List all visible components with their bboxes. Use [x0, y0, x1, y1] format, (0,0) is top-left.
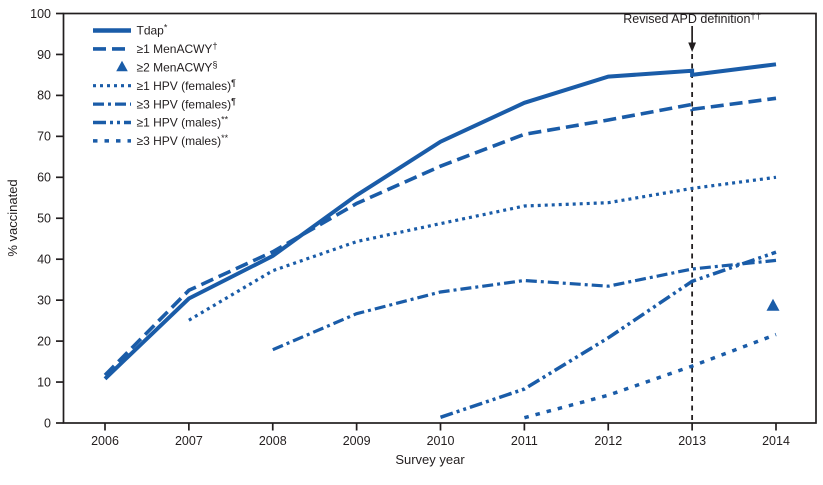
x-tick-label: 2007 [175, 434, 203, 448]
x-tick-label: 2011 [511, 434, 538, 448]
x-axis-title: Survey year [395, 452, 465, 467]
x-tick-label: 2009 [343, 434, 371, 448]
data-point-menacwy-2plus [766, 298, 780, 311]
legend-item-menacwy-2plus: ≥2 MenACWY§ [116, 60, 217, 75]
legend-label: ≥1 MenACWY† [137, 41, 218, 56]
legend-item-menacwy-1plus: ≥1 MenACWY† [93, 41, 217, 56]
y-tick-label: 50 [37, 212, 51, 226]
legend-item-hpv-3plus-males: ≥3 HPV (males)** [93, 133, 229, 148]
x-tick-label: 2008 [259, 434, 287, 448]
y-tick-label: 30 [37, 293, 51, 307]
legend-label: ≥3 HPV (males)** [137, 133, 229, 148]
arrow-head-icon [688, 42, 697, 52]
x-tick-label: 2012 [594, 434, 622, 448]
y-tick-label: 90 [37, 48, 51, 62]
legend-label: ≥3 HPV (females)¶ [137, 96, 237, 111]
y-tick-label: 60 [37, 171, 51, 185]
y-tick-label: 70 [37, 130, 51, 144]
annotation-label: Revised APD definition†† [623, 11, 761, 26]
series-line-hpv-3plus-males [523, 332, 777, 420]
x-tick-label: 2013 [678, 434, 706, 448]
legend-swatch-triangle-icon [116, 60, 128, 72]
series-line-hpv-3plus-females [272, 258, 777, 352]
legend: Tdap* ≥1 MenACWY† ≥2 MenACWY§ ≥1 HPV (femal… [93, 23, 236, 148]
legend-label: Tdap* [137, 23, 168, 38]
legend-label: ≥2 MenACWY§ [137, 60, 218, 75]
legend-label: ≥1 HPV (males)** [137, 115, 229, 130]
x-tick-label: 2006 [91, 434, 119, 448]
series-line-menacwy-1plus [103, 96, 777, 377]
x-tick-label: 2010 [427, 434, 455, 448]
y-tick-label: 40 [37, 253, 51, 267]
x-tick-label: 2014 [762, 434, 790, 448]
y-tick-label: 20 [37, 334, 51, 348]
y-tick-label: 100 [30, 7, 51, 21]
series-line-hpv-1plus-males [439, 250, 777, 419]
y-tick-label: 10 [37, 375, 51, 389]
series-line-hpv-1plus-females [188, 175, 777, 322]
legend-label: ≥1 HPV (females)¶ [137, 78, 237, 93]
legend-item-tdap: Tdap* [93, 23, 168, 38]
y-tick-label: 80 [37, 89, 51, 103]
legend-item-hpv-1plus-males: ≥1 HPV (males)** [93, 115, 229, 130]
series-line-tdap [103, 62, 777, 381]
legend-item-hpv-1plus-females: ≥1 HPV (females)¶ [93, 78, 236, 93]
y-tick-label: 0 [44, 416, 51, 430]
legend-item-hpv-3plus-females: ≥3 HPV (females)¶ [93, 96, 236, 111]
y-axis-title: % vaccinated [5, 179, 20, 256]
